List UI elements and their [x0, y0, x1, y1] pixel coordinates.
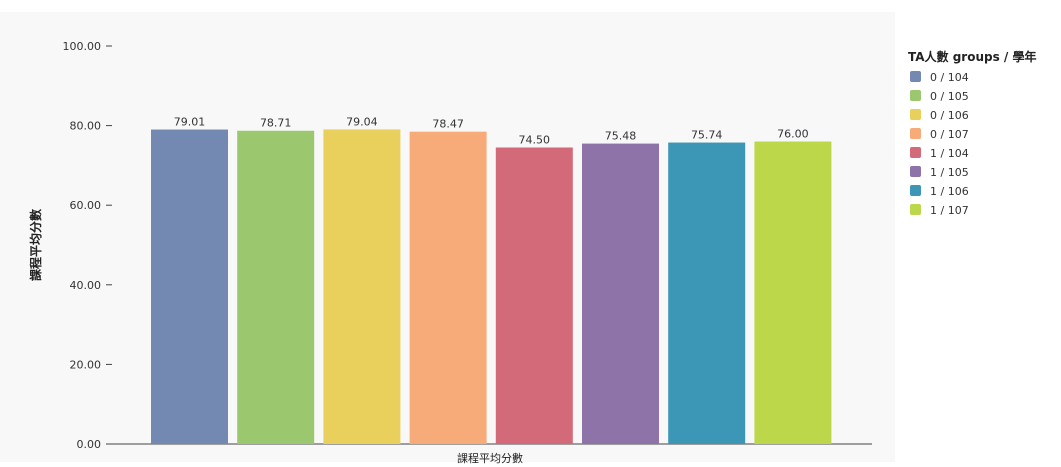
bar-1-105[interactable]	[582, 143, 659, 444]
bar-1-107[interactable]	[754, 141, 832, 444]
bars-group	[151, 129, 832, 445]
legend-label[interactable]: 0 / 104	[930, 71, 969, 84]
bar-0-105[interactable]	[237, 130, 315, 445]
bar-value-label: 75.48	[605, 130, 637, 143]
y-axis: 0.00 20.00 40.00 60.00 80.00 100.00	[63, 40, 112, 451]
y-tick-label: 0.00	[77, 438, 102, 451]
legend-swatch[interactable]	[910, 128, 921, 139]
bar-value-label: 76.00	[777, 128, 809, 141]
bar-labels-group: 79.01 78.71 79.04 78.47 74.50 75.48 75.74 76.00	[174, 115, 809, 146]
y-tick-label: 100.00	[63, 40, 102, 53]
y-tick-label: 40.00	[70, 279, 102, 292]
bar-0-106[interactable]	[323, 129, 401, 444]
bar-0-104[interactable]	[151, 129, 228, 444]
bar-1-104[interactable]	[495, 147, 573, 445]
bar-value-label: 78.71	[260, 117, 292, 130]
legend-swatch[interactable]	[910, 109, 921, 120]
legend-label[interactable]: 1 / 105	[930, 166, 969, 179]
y-axis-title: 課程平均分數	[28, 209, 43, 281]
y-tick-label: 20.00	[70, 358, 102, 371]
legend-swatch[interactable]	[910, 90, 921, 101]
legend-swatch[interactable]	[910, 166, 921, 177]
legend-label[interactable]: 0 / 106	[930, 109, 969, 122]
legend-label[interactable]: 1 / 107	[930, 204, 969, 217]
legend-label[interactable]: 0 / 107	[930, 128, 969, 141]
legend-label[interactable]: 1 / 104	[930, 147, 969, 160]
bar-0-107[interactable]	[409, 131, 487, 445]
legend-swatch[interactable]	[910, 204, 921, 215]
legend-swatch[interactable]	[910, 185, 921, 196]
bar-value-label: 79.01	[174, 116, 206, 129]
legend-label[interactable]: 1 / 106	[930, 185, 969, 198]
bar-value-label: 78.47	[432, 118, 464, 131]
x-axis-title: 課程平均分數	[457, 451, 523, 465]
y-tick-label: 80.00	[70, 120, 102, 133]
y-tick-label: 60.00	[70, 199, 102, 212]
bar-value-label: 75.74	[691, 129, 723, 142]
bar-value-label: 79.04	[346, 115, 378, 128]
legend-label[interactable]: 0 / 105	[930, 90, 969, 103]
legend-items: 0 / 104 0 / 105 0 / 106 0 / 107 1 / 104 1 / 1…	[910, 71, 969, 217]
bar-value-label: 74.50	[519, 133, 551, 146]
legend-title: TA人數 groups / 學年	[908, 49, 1037, 64]
legend-swatch[interactable]	[910, 147, 921, 158]
legend-swatch[interactable]	[910, 71, 921, 82]
bar-1-106[interactable]	[668, 142, 746, 444]
